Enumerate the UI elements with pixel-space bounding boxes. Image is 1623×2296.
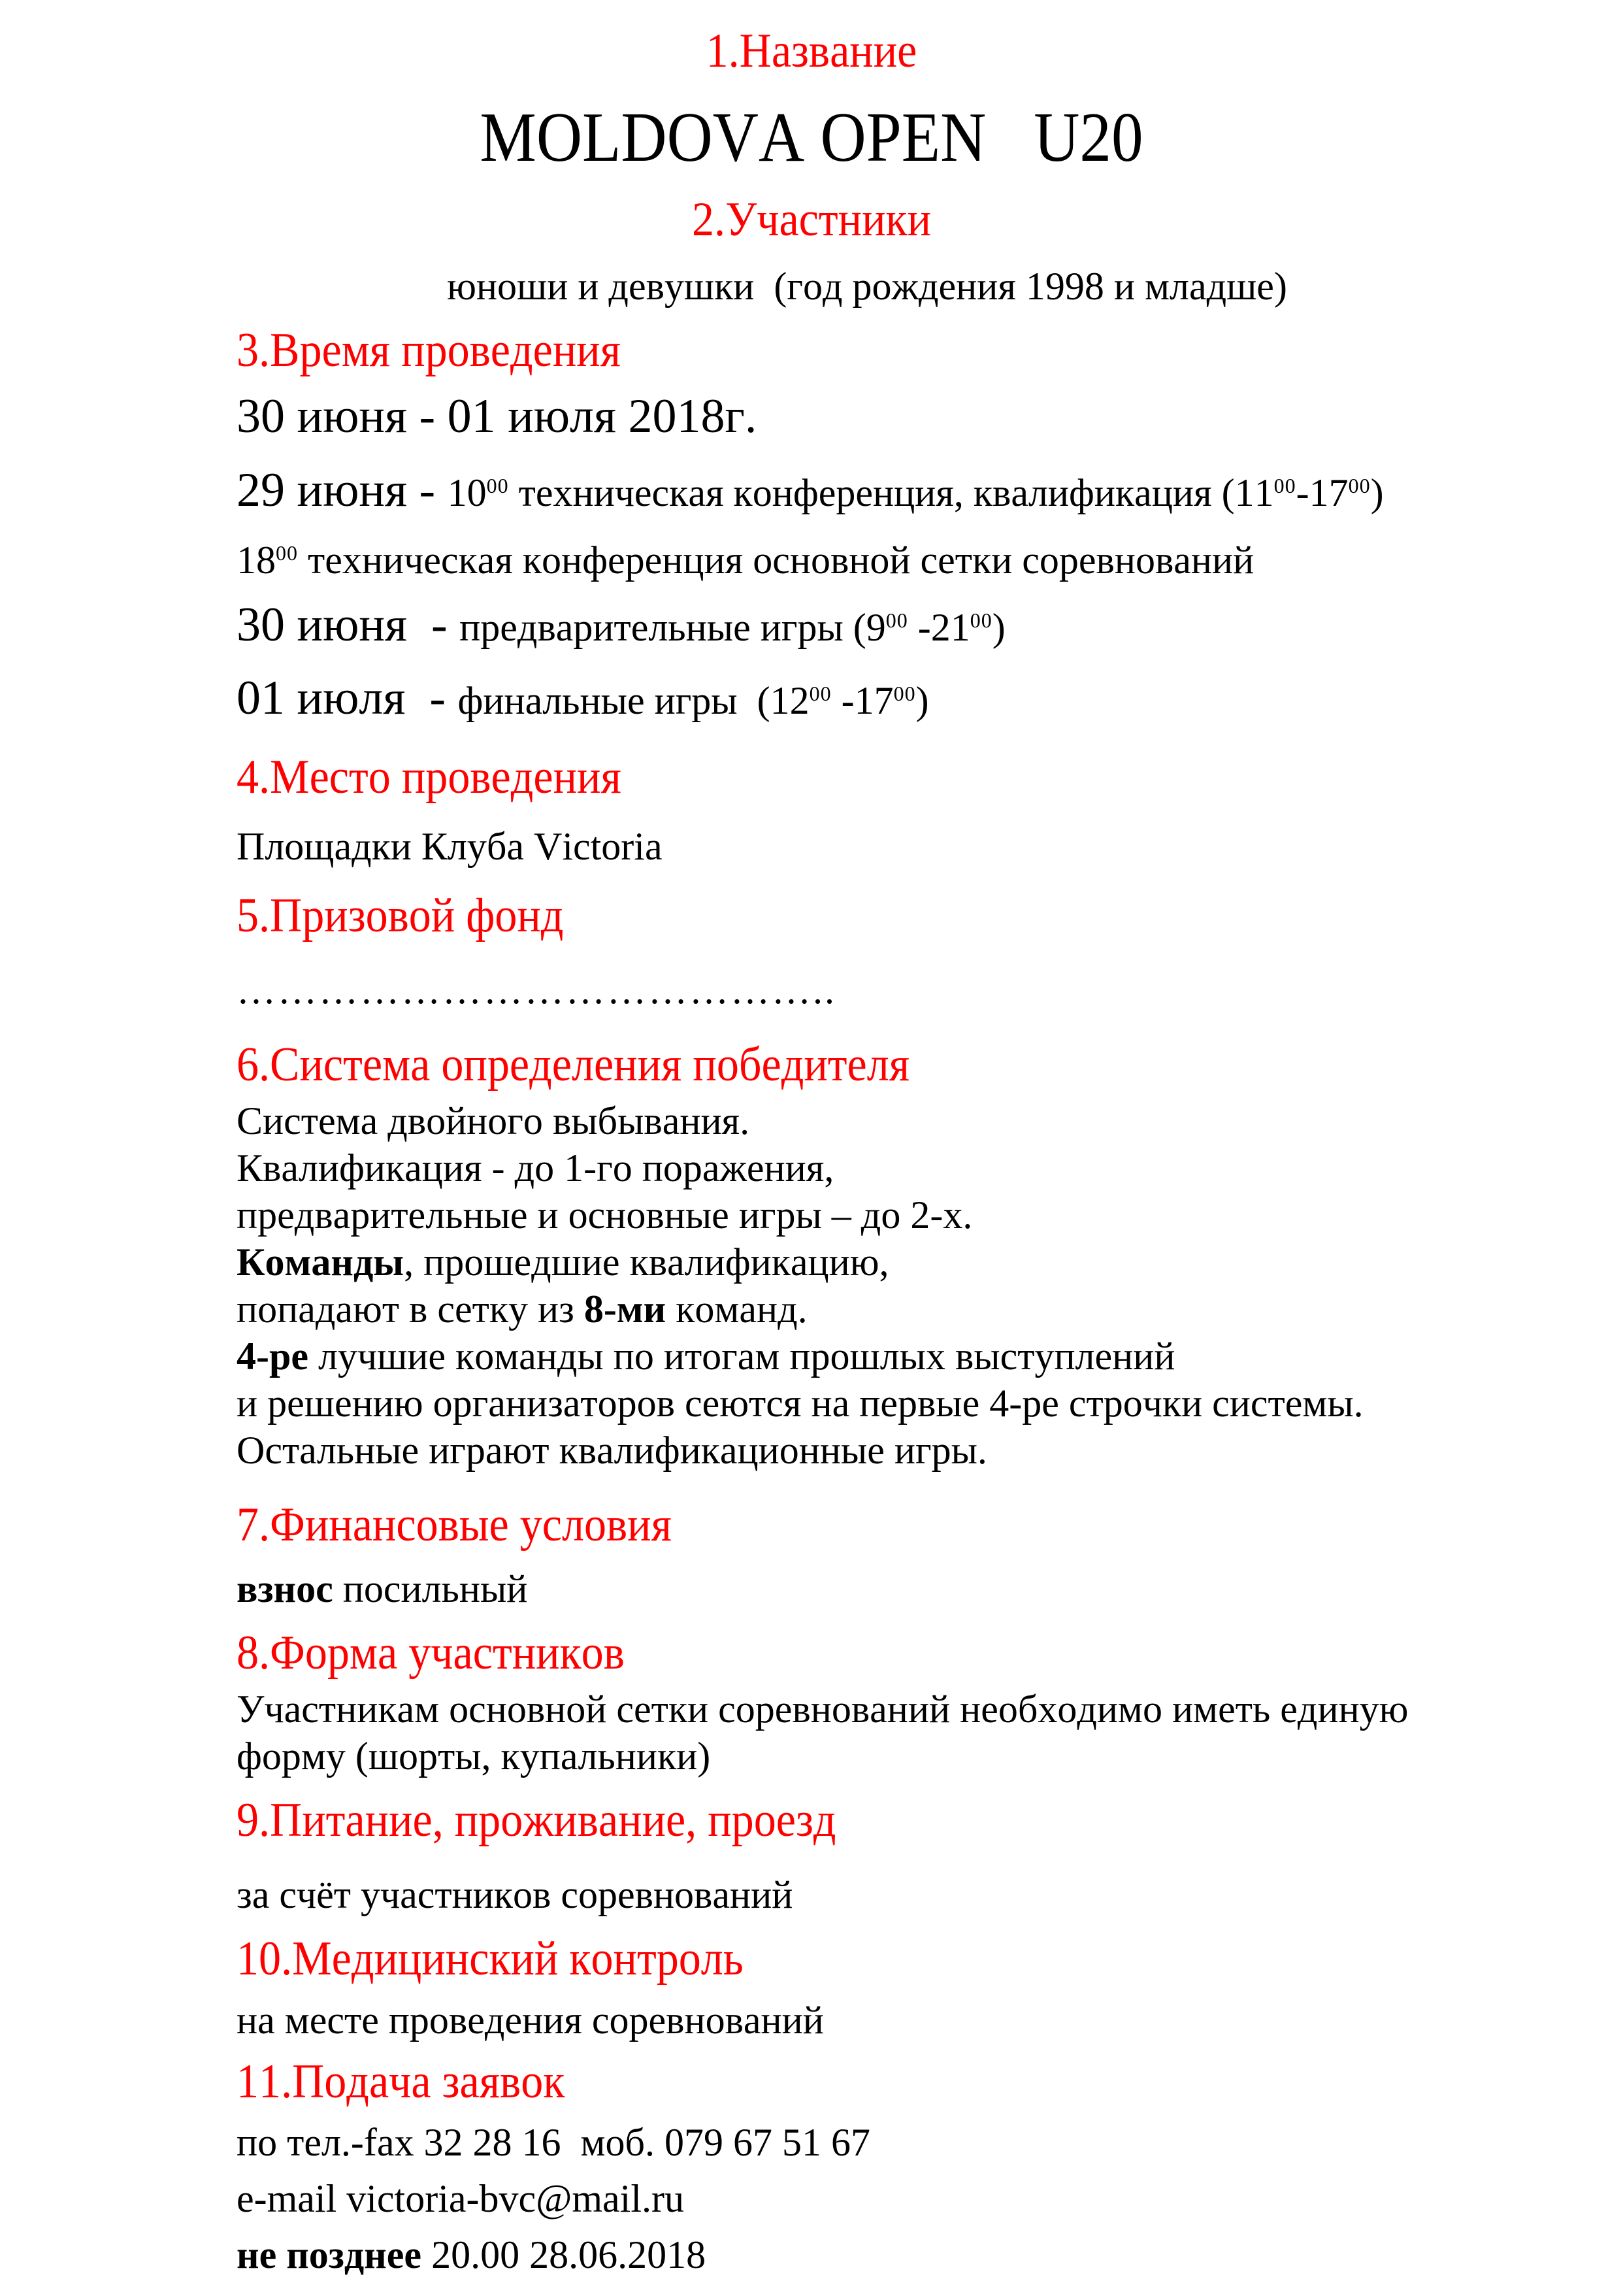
- section-6-heading: 6.Система определения победителя: [237, 1038, 910, 1092]
- section-4-heading: 4.Место проведения: [237, 750, 621, 805]
- uniform-line: Участникам основной сетки соревнований н…: [237, 1688, 1409, 1731]
- uniform-line: форму (шорты, купальники): [237, 1735, 711, 1778]
- event-title-text: MOLDOVA OPEN U20: [480, 99, 1143, 176]
- section-7-heading: 7.Финансовые условия: [237, 1498, 672, 1552]
- section-2-heading: 2.Участники: [691, 193, 932, 246]
- schedule-line: 1800 техническая конференция основной се…: [237, 538, 1254, 582]
- section-8-heading: 8.Форма участников: [237, 1626, 625, 1680]
- section-3-heading: 3.Время проведения: [237, 324, 621, 377]
- system-line: Остальные играют квалификационные игры.: [237, 1429, 987, 1472]
- system-line: Команды, прошедшие квалификацию,: [237, 1240, 889, 1284]
- system-line: предварительные и основные игры – до 2-х…: [237, 1193, 973, 1237]
- schedule-line: 30 июня - предварительные игры (900 -210…: [237, 597, 1006, 652]
- application-line: не позднее 20.00 28.06.2018: [237, 2233, 706, 2277]
- section-5-heading: 5.Призовой фонд: [237, 889, 564, 943]
- application-line: по тел.-fax 32 28 16 моб. 079 67 51 67: [237, 2121, 870, 2165]
- system-line: Система двойного выбывания.: [237, 1099, 750, 1143]
- prize-placeholder-dots: ……………………………………..: [237, 969, 836, 1012]
- system-line: попадают в сетку из 8-ми команд.: [237, 1288, 808, 1331]
- schedule-line: 30 июня - 01 июля 2018г.: [237, 390, 757, 443]
- fee-line: взнос посильный: [237, 1567, 528, 1611]
- expenses-line: за счёт участников соревнований: [237, 1873, 793, 1917]
- schedule-line: 01 июля - финальные игры (1200 -1700): [237, 671, 929, 725]
- venue-line: Площадки Клуба Victoria: [237, 825, 663, 869]
- medical-line: на месте проведения соревнований: [237, 1999, 824, 2042]
- application-line: e-mail victoria-bvc@mail.ru: [237, 2177, 684, 2221]
- section-1-heading: 1.Название: [706, 24, 917, 78]
- schedule-line: 29 июня - 1000 техническая конференция, …: [237, 463, 1384, 517]
- participants-line: юноши и девушки (год рождения 1998 и мла…: [447, 265, 1287, 308]
- system-line: Квалификация - до 1-го поражения,: [237, 1146, 834, 1190]
- system-line: и решению организаторов сеются на первые…: [237, 1382, 1364, 1425]
- event-title: MOLDOVA OPEN U20: [0, 89, 1623, 187]
- section-9-heading: 9.Питание, проживание, проезд: [237, 1793, 836, 1848]
- system-line: 4-ре лучшие команды по итогам прошлых вы…: [237, 1335, 1175, 1378]
- section-11-heading: 11.Подача заявок: [237, 2055, 565, 2109]
- section-10-heading: 10.Медицинский контроль: [237, 1932, 744, 1986]
